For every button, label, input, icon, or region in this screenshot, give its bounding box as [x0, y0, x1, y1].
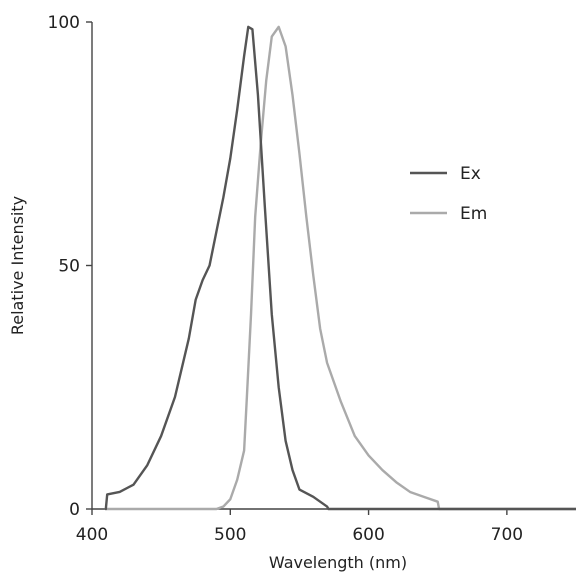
x-tick-label: 700 — [491, 525, 523, 545]
legend-label-ex: Ex — [460, 164, 481, 184]
x-tick-label: 500 — [214, 525, 246, 545]
x-tick-label: 400 — [76, 525, 108, 545]
y-tick-label: 100 — [48, 13, 80, 33]
y-tick-label: 50 — [58, 257, 80, 277]
y-axis-title: Relative Intensity — [8, 196, 27, 335]
y-tick-label: 0 — [69, 500, 80, 520]
legend: Ex Em — [410, 164, 487, 224]
x-axis-title: Wavelength (nm) — [269, 553, 407, 572]
x-tick-label: 600 — [352, 525, 384, 545]
series-line-em — [104, 25, 576, 511]
legend-label-em: Em — [460, 204, 487, 224]
x-tick-group: 400 500 600 700 — [76, 509, 523, 545]
y-tick-group: 0 50 100 — [48, 13, 92, 520]
plot-area: 400 500 600 700 0 50 100 — [48, 13, 576, 545]
series-line-ex — [104, 25, 576, 511]
series-group — [104, 25, 576, 511]
